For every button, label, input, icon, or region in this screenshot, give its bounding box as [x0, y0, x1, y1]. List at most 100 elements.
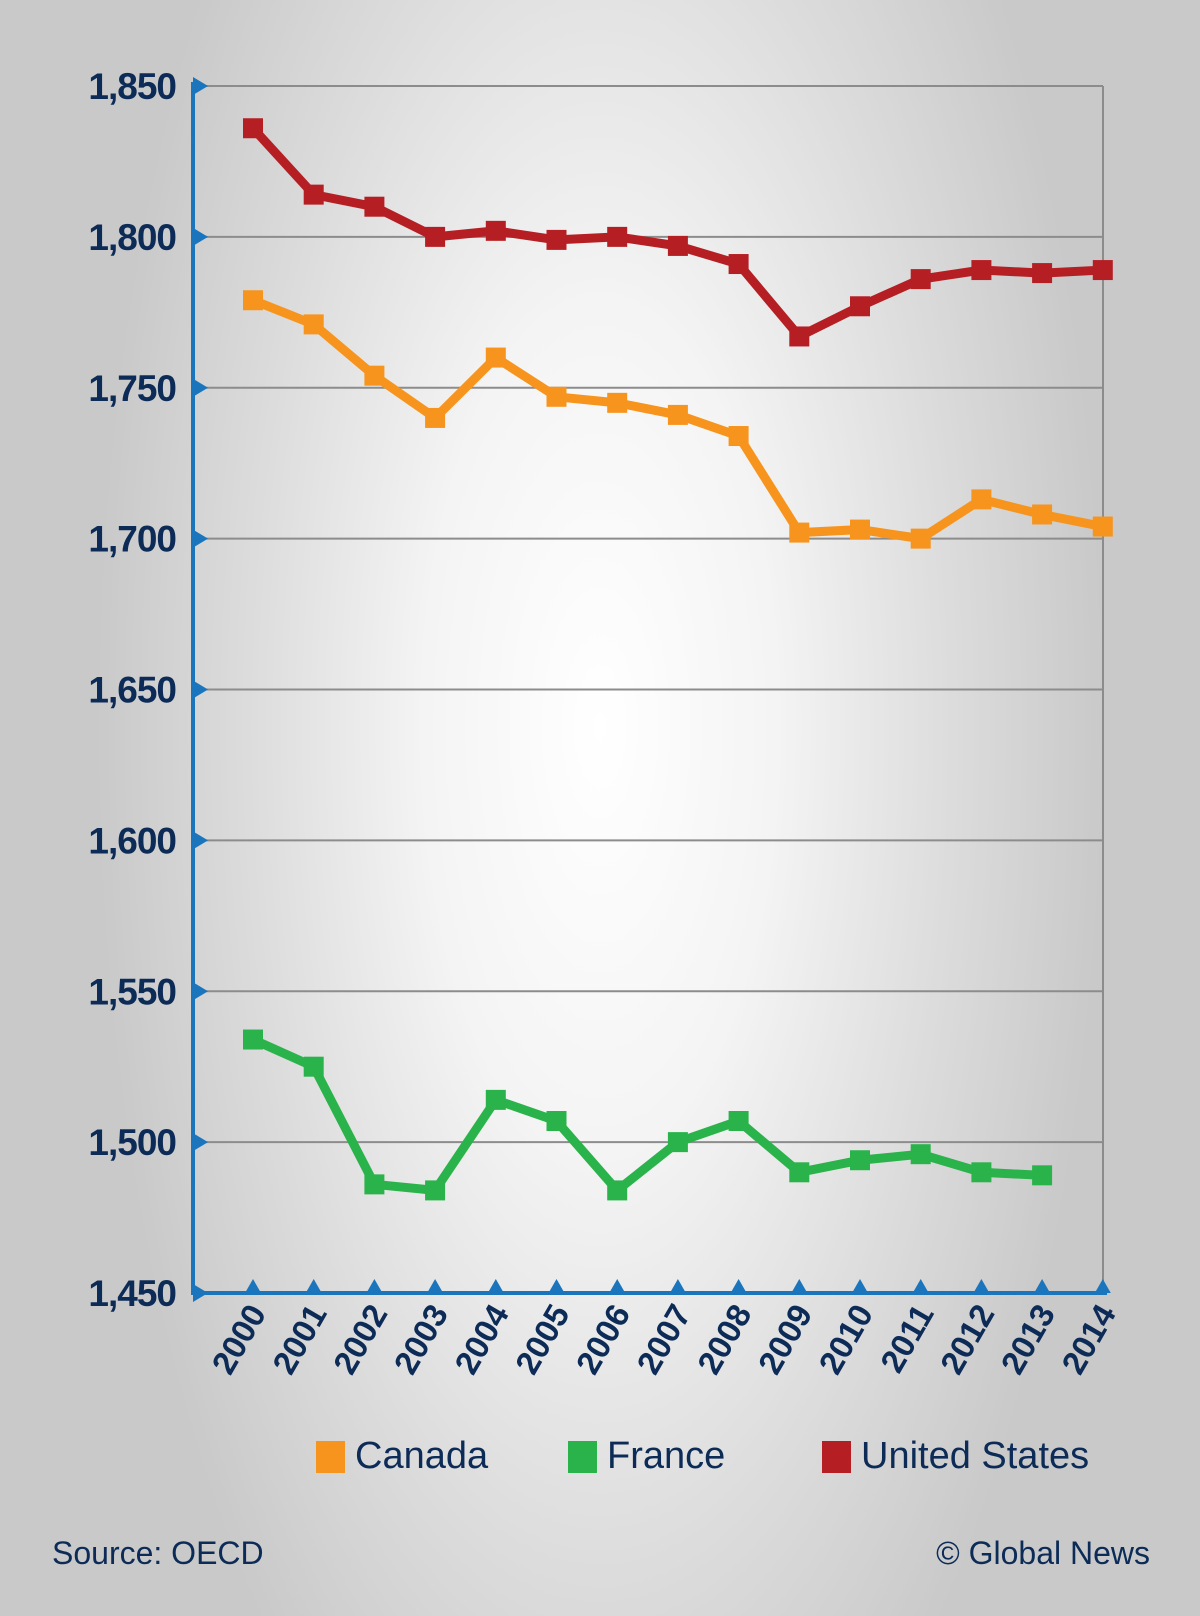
data-point-marker-icon [971, 260, 992, 281]
data-point-marker-icon [243, 118, 263, 139]
data-point-marker-icon [728, 254, 749, 275]
x-tick-label: 2001 [265, 1298, 334, 1380]
data-point-marker-icon [728, 426, 749, 447]
y-tick-marker-icon [193, 831, 208, 850]
y-axis: 1,450 1,500 1,550 1,600 1,650 1,700 1,750 1,800… [88, 66, 208, 1314]
legend-label: France [607, 1435, 726, 1477]
x-tick-label: 2014 [1054, 1297, 1123, 1380]
legend-item-united-states: United States [822, 1435, 1089, 1478]
x-tick-label: 2008 [690, 1298, 759, 1380]
y-tick-marker-icon [193, 982, 208, 1001]
y-tick-label: 1,750 [88, 368, 176, 409]
x-tick-marker-icon [366, 1279, 383, 1293]
x-tick-label: 2005 [508, 1298, 577, 1380]
legend: Canada France United States [0, 1435, 1200, 1485]
x-tick-label: 2006 [569, 1298, 638, 1380]
source-note: Source: OECD [52, 1535, 264, 1571]
legend-item-canada: Canada [316, 1435, 488, 1478]
x-tick-marker-icon [973, 1279, 990, 1293]
data-point-marker-icon [607, 392, 628, 413]
x-tick-marker-icon [791, 1279, 808, 1293]
copyright-credit: © Global News [936, 1535, 1150, 1571]
y-tick-label: 1,800 [88, 217, 176, 258]
x-tick-marker-icon [245, 1279, 261, 1293]
data-point-marker-icon [789, 326, 810, 347]
data-point-marker-icon [667, 404, 688, 425]
data-point-marker-icon [303, 184, 324, 205]
legend-label: United States [861, 1435, 1090, 1477]
france-swatch-icon [568, 1440, 597, 1473]
y-tick-label: 1,700 [88, 519, 176, 560]
data-point-marker-icon [243, 290, 263, 311]
legend-item-france: France [568, 1435, 725, 1478]
x-tick-marker-icon [1034, 1279, 1051, 1293]
y-tick-label: 1,550 [88, 971, 176, 1012]
data-point-marker-icon [607, 1180, 628, 1201]
data-point-marker-icon [728, 1111, 749, 1132]
x-tick-label: 2000 [204, 1298, 273, 1380]
data-point-marker-icon [607, 226, 628, 247]
y-tick-marker-icon [193, 1133, 208, 1152]
y-tick-label: 1,500 [88, 1122, 176, 1163]
y-tick-label: 1,450 [88, 1273, 176, 1314]
data-point-marker-icon [1032, 263, 1053, 284]
data-point-marker-icon [1092, 260, 1113, 281]
y-tick-marker-icon [193, 529, 208, 548]
series-canada [243, 290, 1113, 549]
data-point-marker-icon [243, 1029, 263, 1050]
data-point-marker-icon [1092, 516, 1113, 537]
data-point-marker-icon [789, 522, 810, 543]
x-tick-label: 2007 [629, 1298, 698, 1380]
data-point-marker-icon [425, 226, 446, 247]
data-point-marker-icon [667, 1132, 688, 1153]
gridlines [193, 85, 1104, 1293]
y-tick-marker-icon [193, 378, 208, 397]
series-line [251, 1035, 1043, 1197]
x-tick-label: 2010 [811, 1298, 880, 1380]
data-point-marker-icon [425, 1180, 446, 1201]
x-tick-marker-icon [609, 1279, 626, 1293]
data-point-marker-icon [850, 296, 870, 317]
data-series [243, 118, 1113, 1201]
united-states-swatch-icon [822, 1440, 851, 1473]
data-point-marker-icon [485, 1089, 506, 1110]
x-tick-marker-icon [852, 1279, 868, 1293]
data-point-marker-icon [789, 1162, 810, 1183]
canada-swatch-icon [316, 1440, 345, 1473]
data-point-marker-icon [910, 1144, 931, 1165]
x-tick-marker-icon [730, 1279, 747, 1293]
x-tick-marker-icon [548, 1279, 565, 1293]
data-point-marker-icon [364, 196, 385, 217]
data-point-marker-icon [1032, 504, 1053, 525]
data-point-marker-icon [364, 1174, 385, 1195]
x-tick-marker-icon [305, 1279, 322, 1293]
x-tick-label: 2004 [447, 1297, 516, 1380]
y-tick-marker-icon [193, 680, 208, 699]
x-tick-label: 2009 [751, 1298, 820, 1380]
data-point-marker-icon [546, 1111, 567, 1132]
x-tick-marker-icon [912, 1279, 929, 1293]
data-point-marker-icon [485, 347, 506, 368]
y-tick-label: 1,850 [88, 66, 176, 107]
data-point-marker-icon [425, 407, 446, 428]
series-united-states [243, 118, 1113, 347]
data-point-marker-icon [910, 528, 931, 549]
data-point-marker-icon [971, 489, 992, 510]
data-point-marker-icon [485, 220, 506, 241]
data-point-marker-icon [667, 235, 688, 256]
data-point-marker-icon [850, 519, 870, 540]
data-point-marker-icon [910, 269, 931, 290]
data-point-marker-icon [303, 1056, 324, 1077]
data-point-marker-icon [546, 229, 567, 250]
data-point-marker-icon [303, 314, 324, 335]
series-france [243, 1029, 1053, 1201]
y-tick-label: 1,600 [88, 820, 176, 861]
data-point-marker-icon [850, 1150, 870, 1171]
data-point-marker-icon [971, 1162, 992, 1183]
y-tick-marker-icon [193, 77, 208, 95]
x-tick-label: 2012 [933, 1298, 1002, 1380]
x-axis: 2000200120022003200420052006200720082009… [191, 1279, 1123, 1380]
series-line [249, 125, 1104, 343]
x-tick-marker-icon [487, 1279, 504, 1293]
